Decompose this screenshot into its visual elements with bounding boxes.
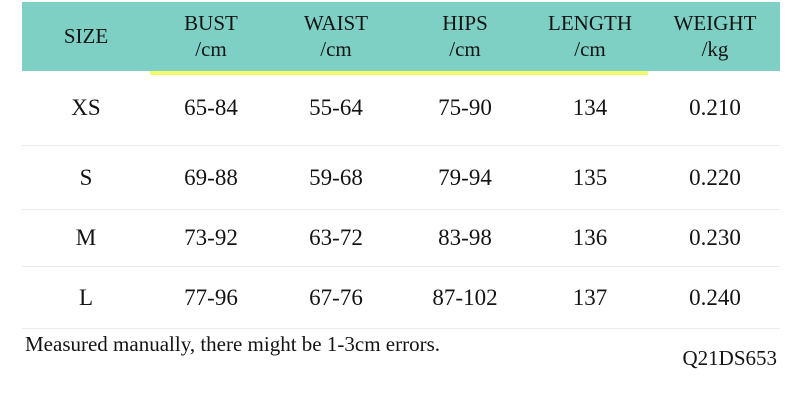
size-value: M [75, 225, 97, 250]
column-label: BUST [184, 10, 238, 35]
length-value: 136 [572, 225, 608, 250]
column-unit: /cm [449, 36, 481, 61]
column-header-hips: HIPS /cm [400, 2, 530, 71]
column-header-size: SIZE [22, 2, 150, 71]
hips-value: 79-94 [438, 164, 492, 190]
column-header-bust: BUST /cm [150, 2, 272, 71]
table-body: XS 65-84 55-64 75-90 134 0.210 S 69-88 5… [22, 71, 780, 329]
bust-value: 69-88 [184, 164, 238, 190]
weight-value: 0.230 [689, 225, 741, 250]
column-unit: /cm [320, 36, 352, 61]
table-row-xs: XS 65-84 55-64 75-90 134 0.210 [22, 71, 780, 146]
column-label: WEIGHT [673, 10, 757, 35]
hips-value: 83-98 [438, 225, 492, 250]
measurement-note: Measured manually, there might be 1-3cm … [25, 332, 440, 356]
size-value: XS [71, 95, 101, 120]
column-label: HIPS [442, 10, 488, 35]
size-value: L [78, 284, 94, 310]
column-header-length: LENGTH /cm [530, 2, 650, 71]
column-label: WAIST [303, 10, 369, 35]
waist-value: 63-72 [309, 225, 363, 250]
waist-value: 67-76 [309, 284, 363, 310]
bust-value: 73-92 [184, 225, 238, 250]
length-value: 137 [572, 284, 608, 310]
column-label: SIZE [63, 23, 109, 48]
table-row-s: S 69-88 59-68 79-94 135 0.220 [22, 146, 780, 210]
waist-value: 59-68 [309, 164, 363, 190]
column-unit: /cm [574, 36, 606, 61]
waist-value: 55-64 [309, 95, 363, 120]
column-unit: /cm [195, 36, 227, 61]
weight-value: 0.210 [689, 95, 741, 120]
header-accent-underline [150, 71, 648, 75]
table-row-l: L 77-96 67-76 87-102 137 0.240 [22, 267, 780, 329]
hips-value: 75-90 [438, 95, 492, 120]
column-header-waist: WAIST /cm [272, 2, 400, 71]
size-table: SIZE BUST /cm WAIST /cm HIPS /cm LENGTH … [22, 2, 780, 329]
hips-value: 87-102 [432, 284, 498, 310]
bust-value: 65-84 [184, 95, 238, 120]
column-header-weight: WEIGHT /kg [650, 2, 780, 71]
size-value: S [79, 164, 93, 190]
product-code: Q21DS653 [682, 346, 777, 370]
bust-value: 77-96 [184, 284, 238, 310]
weight-value: 0.220 [689, 164, 741, 190]
table-header-row: SIZE BUST /cm WAIST /cm HIPS /cm LENGTH … [22, 2, 780, 71]
column-label: LENGTH [548, 10, 632, 35]
weight-value: 0.240 [689, 284, 741, 310]
length-value: 134 [572, 95, 608, 120]
length-value: 135 [572, 164, 608, 190]
table-row-m: M 73-92 63-72 83-98 136 0.230 [22, 210, 780, 267]
column-unit: /kg [701, 36, 729, 61]
